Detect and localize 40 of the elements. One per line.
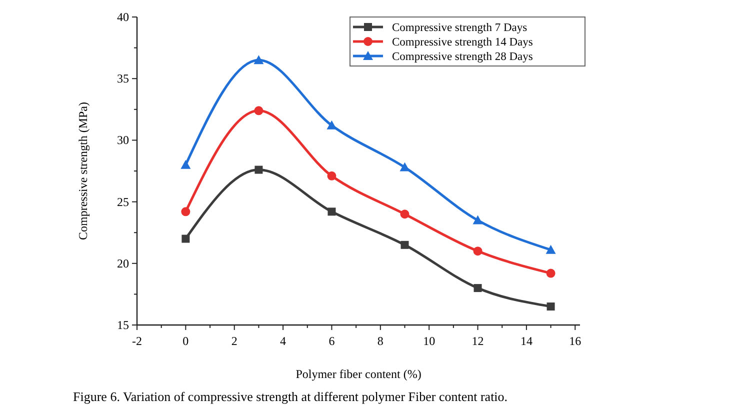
point	[182, 234, 190, 243]
point	[546, 244, 556, 254]
legend-label: Compressive strength 28 Days	[392, 51, 534, 63]
y-axis-title: Compressive strength (MPa)	[76, 102, 90, 240]
x-tick-label: 10	[423, 334, 436, 348]
legend-label: Compressive strength 14 Days	[392, 36, 534, 48]
point	[546, 268, 556, 278]
point	[400, 162, 410, 172]
y-tick-label: 40	[117, 10, 129, 24]
point	[326, 120, 337, 130]
x-tick-label: 16	[569, 334, 582, 348]
point	[181, 207, 190, 216]
caption: Figure 6. Variation of compressive strength at different polymer Fiber content ratio.	[73, 389, 508, 404]
point	[254, 55, 264, 64]
y-tick-label: 35	[117, 72, 129, 86]
point	[180, 160, 191, 169]
point	[472, 215, 483, 224]
x-tick-label: 6	[328, 334, 335, 348]
x-axis-title: Polymer fiber content (%)	[296, 367, 422, 381]
x-tick-label: -2	[132, 334, 142, 348]
x-tick-label: 14	[520, 334, 532, 348]
y-tick-label: 20	[117, 256, 129, 270]
point	[473, 246, 482, 256]
point	[254, 106, 264, 116]
x-tick-label: 8	[377, 334, 384, 348]
point	[327, 171, 336, 180]
y-tick-label: 30	[117, 133, 129, 148]
x-tick-label: 2	[231, 334, 238, 348]
point	[254, 166, 263, 174]
point	[328, 208, 336, 216]
x-tick-label: 0	[182, 334, 189, 348]
x-tick-label: 12	[472, 334, 484, 348]
point	[400, 210, 410, 219]
point	[400, 240, 409, 249]
point	[474, 284, 482, 292]
point	[546, 302, 555, 311]
y-tick-label: 15	[117, 318, 129, 332]
y-tick-label: 25	[117, 194, 129, 209]
x-tick-label: 4	[280, 334, 286, 348]
legend-label: Compressive strength 7 Days	[392, 22, 528, 34]
